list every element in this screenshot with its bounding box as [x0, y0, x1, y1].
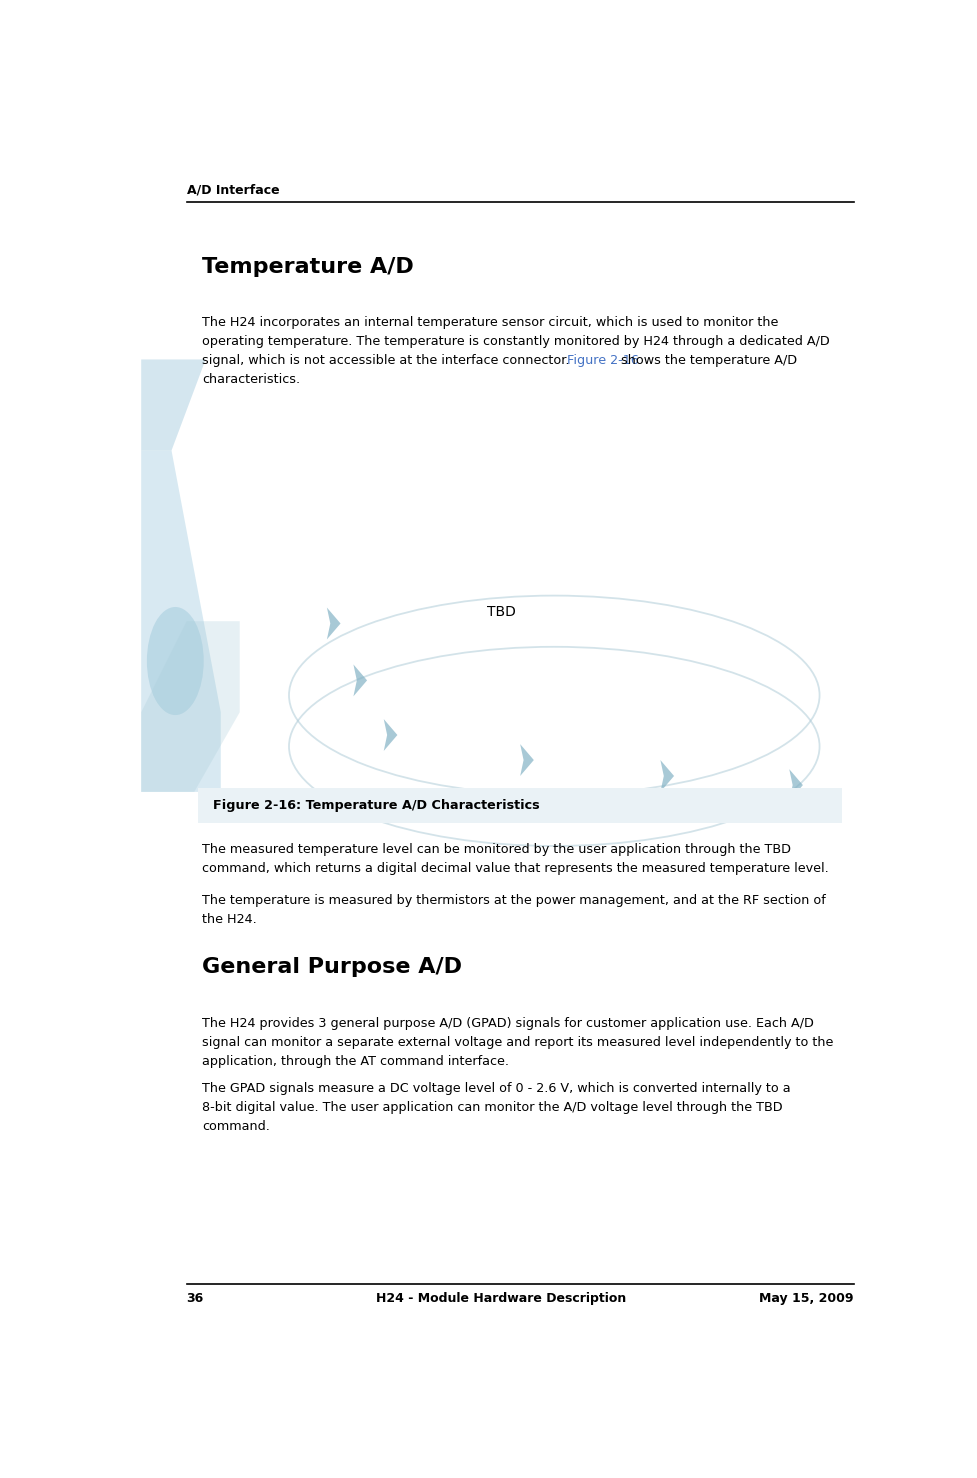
- Text: The measured temperature level can be monitored by the user application through : The measured temperature level can be mo…: [201, 842, 790, 856]
- Ellipse shape: [147, 607, 203, 715]
- Text: The H24 provides 3 general purpose A/D (GPAD) signals for customer application u: The H24 provides 3 general purpose A/D (…: [201, 1017, 813, 1030]
- Text: Temperature A/D: Temperature A/D: [201, 257, 413, 276]
- Text: command.: command.: [201, 1120, 270, 1132]
- Text: application, through the AT command interface.: application, through the AT command inte…: [201, 1055, 508, 1067]
- Text: A/D Interface: A/D Interface: [187, 183, 279, 197]
- Polygon shape: [141, 359, 205, 451]
- Polygon shape: [520, 743, 533, 776]
- Text: characteristics.: characteristics.: [201, 372, 300, 386]
- Text: H24 - Module Hardware Description: H24 - Module Hardware Description: [376, 1292, 625, 1305]
- Text: operating temperature. The temperature is constantly monitored by H24 through a : operating temperature. The temperature i…: [201, 336, 828, 347]
- Polygon shape: [141, 621, 239, 792]
- Text: The GPAD signals measure a DC voltage level of 0 - 2.6 V, which is converted int: The GPAD signals measure a DC voltage le…: [201, 1082, 789, 1095]
- Polygon shape: [141, 451, 221, 792]
- FancyBboxPatch shape: [197, 788, 841, 823]
- Text: 36: 36: [187, 1292, 204, 1305]
- Text: The H24 incorporates an internal temperature sensor circuit, which is used to mo: The H24 incorporates an internal tempera…: [201, 316, 778, 330]
- Polygon shape: [788, 769, 802, 801]
- Text: 8-bit digital value. The user application can monitor the A/D voltage level thro: 8-bit digital value. The user applicatio…: [201, 1101, 782, 1114]
- Text: TBD: TBD: [487, 605, 515, 619]
- Text: command, which returns a digital decimal value that represents the measured temp: command, which returns a digital decimal…: [201, 862, 828, 875]
- Text: signal, which is not accessible at the interface connector.: signal, which is not accessible at the i…: [201, 353, 573, 367]
- Text: shows the temperature A/D: shows the temperature A/D: [616, 353, 796, 367]
- Text: the H24.: the H24.: [201, 913, 256, 927]
- Text: Figure 2-16: Temperature A/D Characteristics: Figure 2-16: Temperature A/D Characteris…: [213, 800, 539, 811]
- Text: May 15, 2009: May 15, 2009: [758, 1292, 853, 1305]
- Polygon shape: [383, 720, 397, 751]
- Polygon shape: [353, 665, 366, 696]
- Text: signal can monitor a separate external voltage and report its measured level ind: signal can monitor a separate external v…: [201, 1036, 832, 1049]
- Text: General Purpose A/D: General Purpose A/D: [201, 956, 461, 977]
- Polygon shape: [326, 607, 340, 640]
- Text: The temperature is measured by thermistors at the power management, and at the R: The temperature is measured by thermisto…: [201, 894, 825, 907]
- Polygon shape: [659, 760, 673, 792]
- Text: Figure 2-16: Figure 2-16: [566, 353, 638, 367]
